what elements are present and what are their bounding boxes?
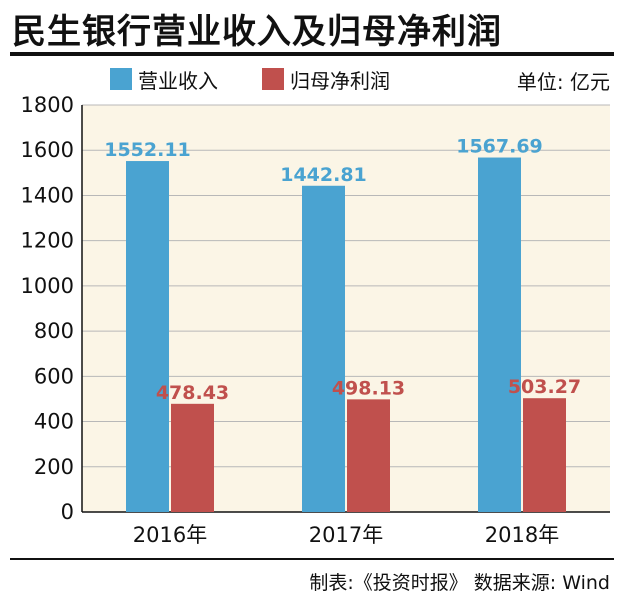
y-tick-label: 1000 xyxy=(21,274,74,298)
footer-rule xyxy=(10,558,614,560)
y-tick-label: 600 xyxy=(34,364,74,388)
data-label-revenue: 1567.69 xyxy=(456,136,543,158)
legend: 营业收入 归母净利润 xyxy=(110,65,434,94)
y-tick-label: 1800 xyxy=(21,93,74,117)
y-tick-label: 1400 xyxy=(21,183,74,207)
y-tick-label: 0 xyxy=(61,500,74,524)
legend-swatch-profit xyxy=(262,68,284,90)
unit-label: 单位: 亿元 xyxy=(516,70,610,94)
bar-revenue xyxy=(302,185,345,512)
x-tick-label: 2016年 xyxy=(133,523,207,547)
y-tick-label: 1200 xyxy=(21,229,74,253)
data-label-profit: 478.43 xyxy=(156,382,229,404)
legend-item-profit: 归母净利润 xyxy=(262,65,390,94)
legend-swatch-revenue xyxy=(110,68,132,90)
bar-profit xyxy=(347,399,390,512)
y-tick-label: 800 xyxy=(34,319,74,343)
chart-title: 民生银行营业收入及归母净利润 xyxy=(12,12,502,52)
bar-chart: 0 200 400 600 800 1000 1200 1400 1600 1800 1552.11… xyxy=(21,93,610,547)
y-tick-label: 400 xyxy=(34,410,74,434)
data-label-profit: 503.27 xyxy=(508,376,581,398)
bar-profit xyxy=(523,398,566,512)
title-rule xyxy=(10,52,614,56)
legend-label-revenue: 营业收入 xyxy=(138,68,218,93)
data-label-revenue: 1552.11 xyxy=(104,139,191,161)
x-tick-label: 2017年 xyxy=(309,523,383,547)
source-note: 制表:《投资时报》 数据来源: Wind xyxy=(309,572,610,594)
bar-profit xyxy=(171,403,214,512)
plot-area xyxy=(82,105,610,512)
x-tick-label: 2018年 xyxy=(485,523,559,547)
data-label-revenue: 1442.81 xyxy=(280,164,367,186)
y-tick-label: 1600 xyxy=(21,138,74,162)
bar-revenue xyxy=(478,157,521,512)
data-label-profit: 498.13 xyxy=(332,377,405,399)
y-tick-label: 200 xyxy=(34,455,74,479)
legend-item-revenue: 营业收入 xyxy=(110,65,218,94)
bar-revenue xyxy=(126,161,169,512)
legend-label-profit: 归母净利润 xyxy=(290,68,390,93)
